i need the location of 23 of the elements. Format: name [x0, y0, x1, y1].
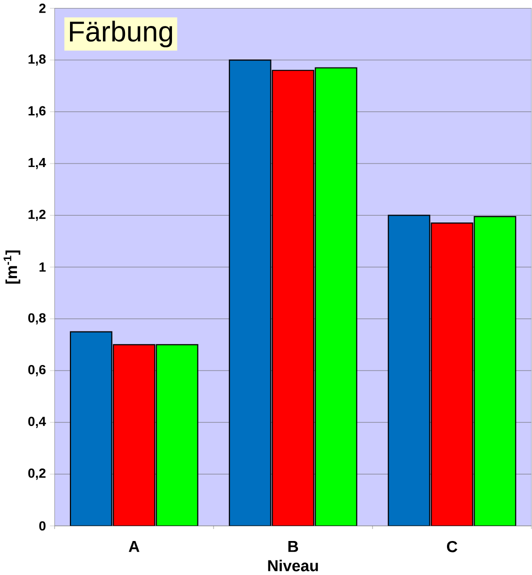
bar — [156, 344, 198, 526]
bar — [474, 216, 516, 526]
y-tick-label: 1,8 — [28, 54, 46, 66]
y-axis-title: [m$^{-1}$] — [4, 250, 20, 284]
y-tick-label: 2 — [39, 4, 46, 13]
chart-title: Färbung — [70, 20, 172, 48]
bar — [229, 59, 272, 526]
y-tick-label: 1,2 — [28, 210, 46, 221]
x-tick-label: C — [447, 541, 458, 552]
bar — [70, 331, 112, 526]
x-tick-label: B — [288, 541, 298, 552]
bar — [388, 214, 430, 526]
y-tick-label: 1 — [40, 262, 46, 272]
y-tick-label: 1,6 — [28, 106, 46, 118]
x-tick-label: A — [128, 541, 140, 552]
y-tick-label: 0 — [39, 521, 46, 531]
bar — [314, 67, 358, 526]
y-tick-label: 1,4 — [28, 158, 46, 170]
y-tick-label: 0,8 — [28, 313, 46, 324]
y-tick-label: 0,6 — [28, 364, 46, 376]
y-tick-label: 0,2 — [28, 468, 46, 480]
y-tick-label: 0,4 — [28, 416, 46, 428]
x-axis-title: Niveau — [268, 560, 318, 572]
